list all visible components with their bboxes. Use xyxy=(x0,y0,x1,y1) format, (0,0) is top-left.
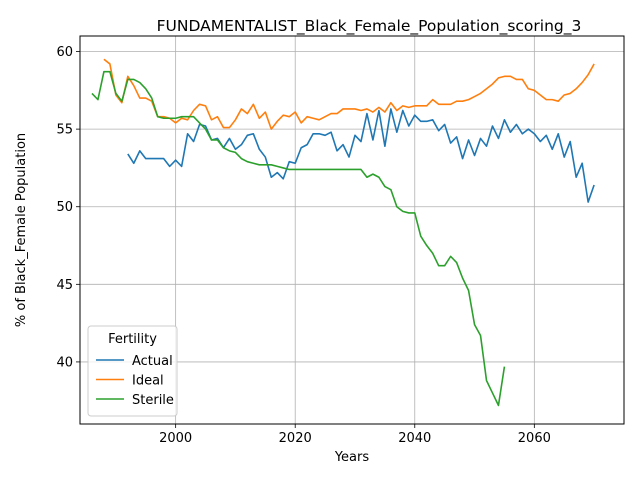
legend-entry-actual: Actual xyxy=(132,354,173,369)
y-axis-label: % of Black_Female Population xyxy=(14,133,29,327)
series-layer xyxy=(91,58,595,407)
plot-frame xyxy=(79,35,625,425)
y-tick-label: 45 xyxy=(56,278,73,293)
legend-title: Fertility xyxy=(108,332,157,347)
legend-entry-sterile: Sterile xyxy=(132,393,174,408)
y-axis: 40 45 50 55 60 xyxy=(56,45,80,370)
series-line-actual xyxy=(127,108,595,203)
y-tick-label: 55 xyxy=(56,123,73,138)
x-tick-label: 2000 xyxy=(159,431,192,446)
x-axis-label: Years xyxy=(334,450,370,465)
legend-box xyxy=(87,325,178,417)
legend: Fertility Actual Ideal Sterile xyxy=(87,325,178,417)
series-line-sterile xyxy=(91,70,506,407)
x-axis: 2000 2020 2040 2060 xyxy=(159,424,551,446)
y-tick-label: 50 xyxy=(56,200,73,215)
y-tick-label: 60 xyxy=(56,45,73,60)
y-tick-label: 40 xyxy=(56,355,73,370)
x-tick-label: 2060 xyxy=(518,431,551,446)
chart-title: FUNDAMENTALIST_Black_Female_Population_s… xyxy=(157,17,582,36)
x-tick-label: 2020 xyxy=(279,431,312,446)
grid xyxy=(80,36,624,424)
series-line-ideal xyxy=(103,58,595,130)
x-tick-label: 2040 xyxy=(398,431,431,446)
legend-entry-ideal: Ideal xyxy=(132,374,164,389)
